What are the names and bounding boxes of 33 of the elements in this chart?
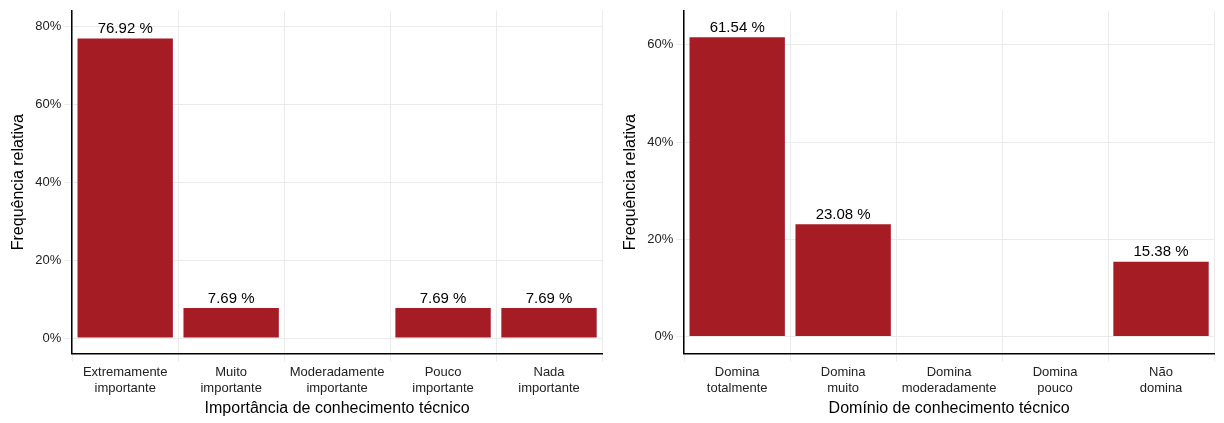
bar: [689, 37, 785, 337]
y-axis-title: Frequência relativa: [9, 114, 27, 251]
x-tick-label: Não domina: [1139, 363, 1184, 395]
data-label: 7.69 %: [419, 288, 467, 306]
y-tick-label: 20%: [647, 230, 674, 246]
bar: [1113, 261, 1209, 337]
x-tick-label: Moderadamente importante: [289, 363, 385, 395]
y-tick-label: 0%: [42, 329, 62, 345]
y-tick-label: 0%: [654, 328, 674, 344]
x-tick-label: Muito importante: [200, 363, 262, 395]
x-axis-title: Domínio de conhecimento técnico: [828, 398, 1070, 416]
y-tick-label: 60%: [35, 95, 62, 111]
x-tick-label: Domina muito: [820, 363, 867, 395]
data-label: 7.69 %: [207, 288, 255, 306]
data-label: 15.38 %: [1133, 242, 1189, 260]
y-tick-label: 40%: [647, 133, 674, 149]
y-axis-title: Frequência relativa: [621, 114, 639, 251]
x-tick-label: Pouco importante: [412, 363, 474, 395]
y-tick-label: 40%: [35, 173, 62, 189]
data-label: 7.69 %: [525, 288, 573, 306]
data-label: 61.54 %: [709, 17, 765, 35]
y-tick-label: 20%: [35, 251, 62, 267]
x-tick-label: Domina moderadamente: [901, 363, 997, 395]
y-tick-label: 80%: [35, 17, 62, 33]
x-tick-label: Extremamente importante: [82, 363, 168, 395]
x-tick-label: Domina pouco: [1032, 363, 1079, 395]
bar: [795, 224, 891, 337]
data-label: 23.08 %: [815, 205, 871, 222]
x-axis-title: Importância de conhecimento técnico: [204, 398, 470, 416]
x-tick-label: Domina totalmente: [706, 363, 768, 395]
data-label: 76.92 %: [97, 19, 153, 37]
y-tick-label: 60%: [647, 36, 674, 52]
x-tick-label: Nada importante: [518, 363, 580, 395]
